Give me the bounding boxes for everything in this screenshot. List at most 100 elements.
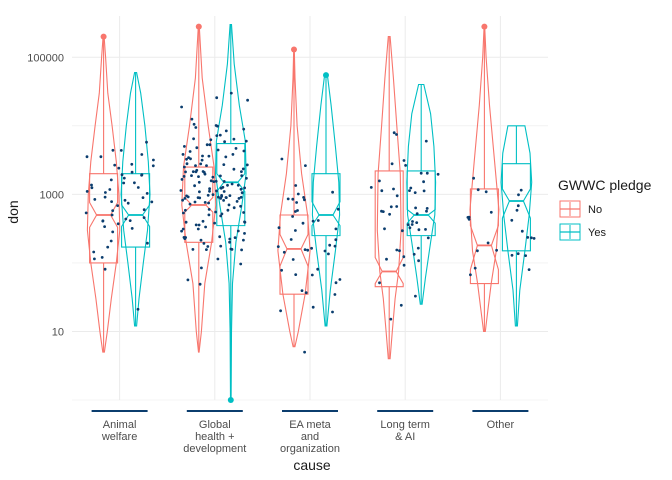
jitter-point (296, 209, 299, 212)
jitter-point (213, 221, 217, 225)
jitter-point (136, 186, 140, 189)
jitter-point (241, 167, 245, 171)
jitter-point (217, 195, 220, 199)
jitter-point (323, 249, 327, 253)
jitter-point (484, 190, 488, 194)
jitter-point (228, 240, 232, 244)
jitter-point (222, 163, 226, 167)
jitter-point (306, 248, 310, 252)
x-tick-label-line: Animal (103, 419, 137, 431)
box-no (184, 166, 214, 243)
jitter-point (303, 350, 306, 354)
jitter-point (524, 254, 527, 257)
jitter-point (316, 267, 320, 271)
jitter-point (184, 208, 187, 212)
jitter-point (417, 228, 421, 232)
jitter-point (276, 245, 280, 249)
jitter-point (378, 281, 381, 285)
jitter-point (236, 229, 240, 233)
jitter-point (226, 208, 230, 212)
jitter-point (419, 171, 423, 175)
jitter-point (469, 273, 472, 277)
jitter-point (425, 171, 429, 175)
jitter-point (527, 268, 531, 271)
x-tick-label-line: & AI (395, 431, 415, 443)
jitter-point (422, 180, 425, 184)
jitter-point (294, 273, 298, 276)
jitter-point (235, 200, 239, 203)
x-tick-label-line: Long term (380, 419, 430, 431)
jitter-point (245, 176, 248, 180)
violin-no (376, 36, 402, 360)
jitter-point (385, 257, 388, 261)
jitter-point (388, 212, 391, 216)
jitter-point (242, 149, 246, 153)
jitter-point (338, 278, 342, 281)
jitter-point (199, 238, 203, 242)
jitter-point (232, 137, 236, 141)
box-yes (311, 173, 341, 237)
jitter-point (183, 145, 186, 148)
jitter-point (466, 216, 470, 219)
jitter-point (145, 140, 148, 144)
jitter-point (224, 129, 228, 133)
jitter-point (233, 236, 237, 240)
jitter-point (425, 207, 429, 210)
box-outlier (481, 23, 488, 30)
x-tick-label-line: organization (280, 443, 340, 455)
x-axis-title: cause (293, 457, 331, 473)
jitter-point (126, 201, 130, 205)
jitter-point (99, 155, 103, 159)
jitter-point (92, 250, 96, 254)
x-tick-label-line: Global (199, 419, 231, 431)
jitter-point (495, 248, 498, 252)
jitter-point (207, 208, 211, 211)
jitter-point (291, 215, 294, 218)
jitter-point (133, 181, 136, 185)
jitter-point (476, 188, 480, 192)
jitter-point (208, 187, 212, 191)
jitter-point (93, 198, 97, 201)
box-no (279, 214, 309, 295)
jitter-point (180, 178, 184, 181)
box-outlier (195, 23, 202, 30)
boxplots (89, 23, 531, 403)
x-tick-label-line: and (301, 431, 319, 443)
jitter-point (239, 204, 243, 208)
jitter-point (196, 196, 200, 200)
jitter-point (109, 178, 113, 182)
jitter-point (190, 174, 193, 178)
jitter-point (510, 253, 514, 257)
jitter-point (185, 162, 189, 166)
jitter-point (300, 289, 304, 292)
jitter-point (236, 183, 240, 187)
jitter-point (90, 183, 93, 187)
x-tick-label-line: Other (487, 419, 515, 431)
jitter-point (232, 167, 236, 171)
jitter-point (111, 209, 115, 213)
jitter-point (408, 189, 411, 193)
jitter-point (215, 189, 218, 193)
jitter-point (191, 248, 195, 251)
jitter-point (294, 184, 298, 187)
jitter-point (130, 170, 134, 174)
x-tick-label: Other (487, 419, 515, 431)
jitter-point (404, 164, 407, 167)
jitter-point (205, 143, 209, 147)
jitter-point (197, 223, 201, 227)
jitter-point (532, 237, 536, 240)
jitter-point (334, 238, 338, 242)
jitter-point (411, 220, 414, 223)
jitter-point (122, 181, 126, 185)
jitter-point (192, 122, 196, 126)
jitter-point (291, 258, 295, 261)
jitter-point (85, 190, 89, 193)
jitter-point (415, 212, 419, 216)
jitter-point (197, 180, 201, 184)
jitter-point (136, 307, 140, 311)
jitter-point (199, 162, 203, 166)
box-outlier (323, 72, 329, 79)
jitter-point (328, 243, 332, 247)
jitter-point (530, 236, 533, 240)
